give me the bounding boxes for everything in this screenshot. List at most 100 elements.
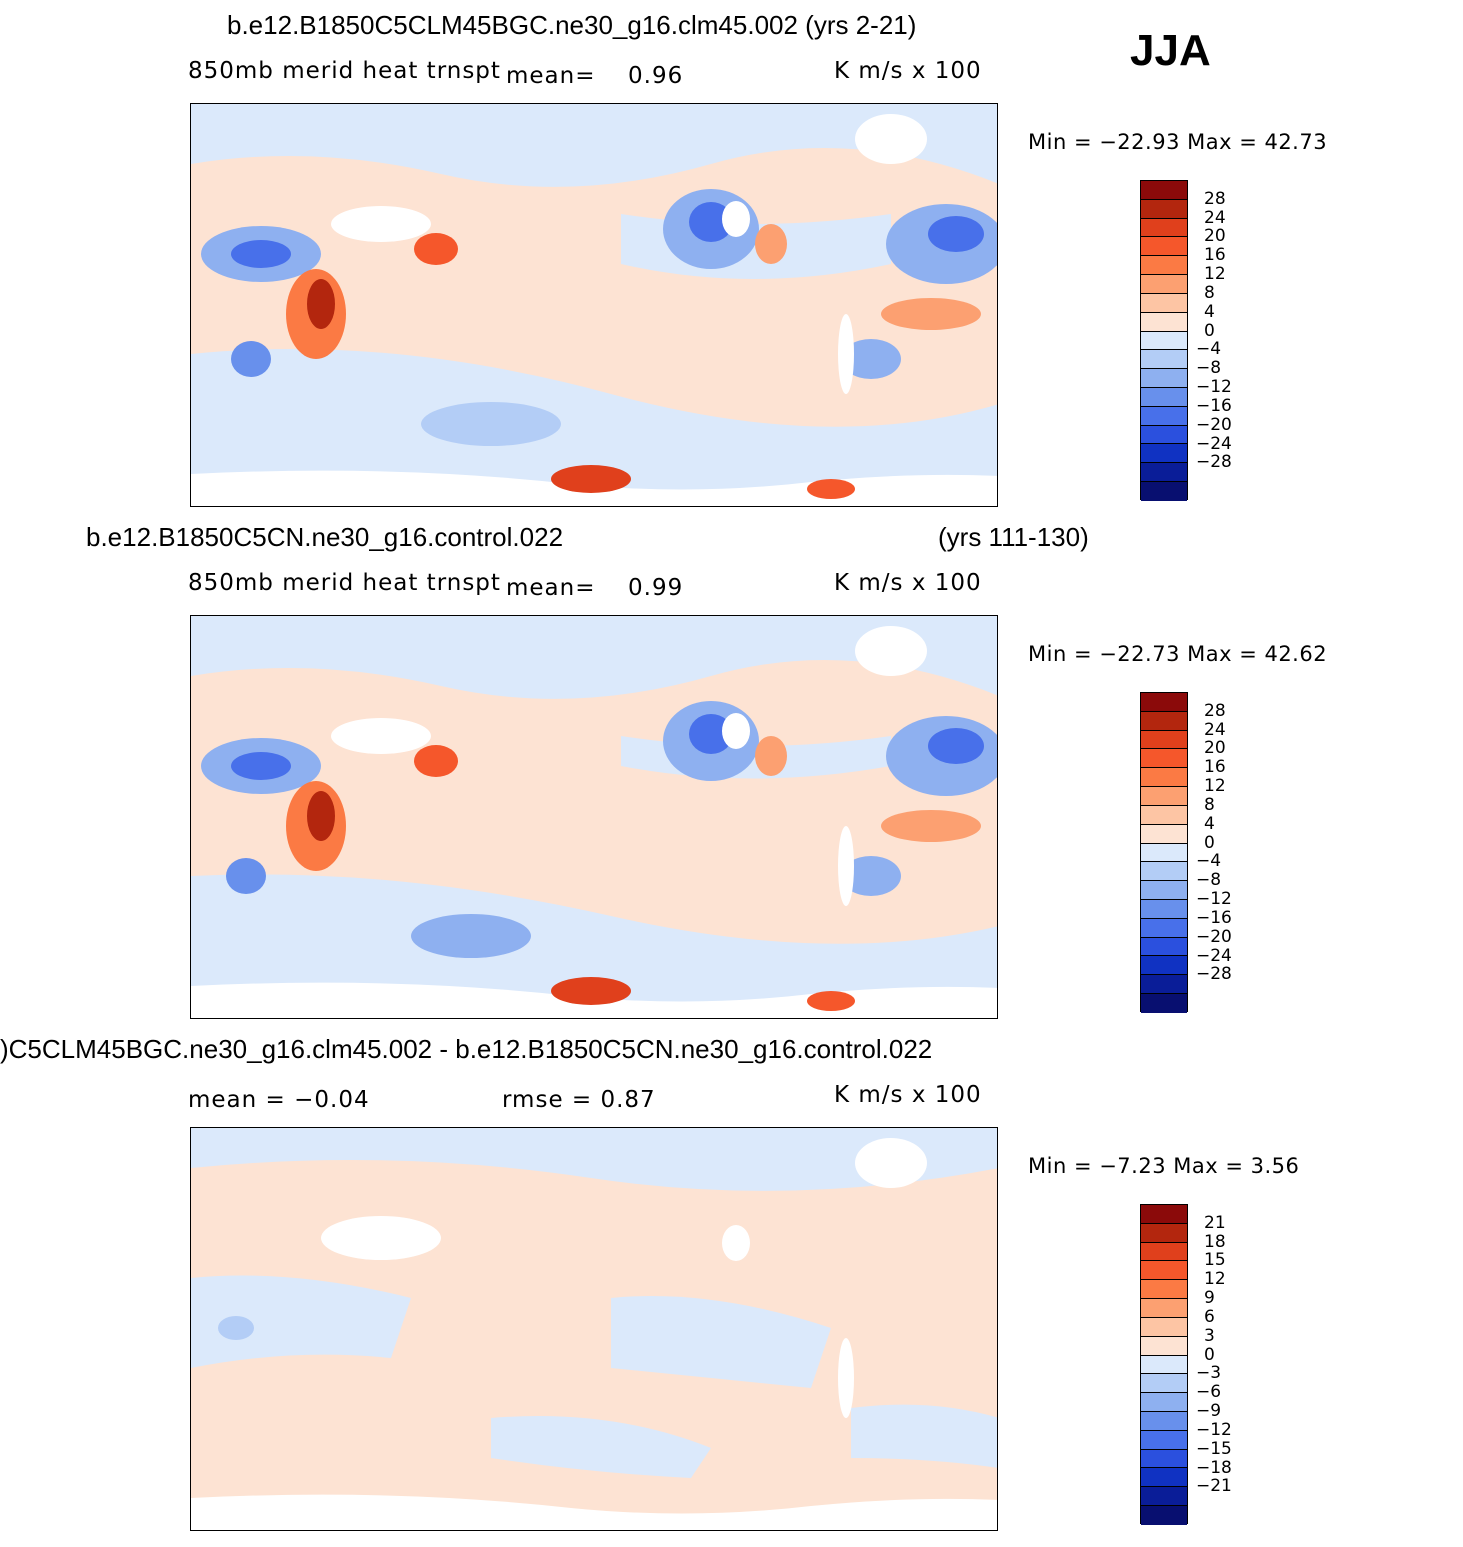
colorbar-segment bbox=[1141, 425, 1187, 445]
colorbar-tick-label: 24 bbox=[1204, 207, 1226, 228]
panel-1-colorbar bbox=[1140, 180, 1188, 501]
colorbar-segment bbox=[1141, 1223, 1187, 1243]
colorbar-tick-label: 24 bbox=[1204, 719, 1226, 740]
colorbar-segment bbox=[1141, 994, 1187, 1013]
colorbar-segment bbox=[1141, 256, 1187, 276]
panel-3-title: )C5CLM45BGC.ne30_g16.clm45.002 - b.e12.B… bbox=[0, 1034, 933, 1064]
colorbar-segment bbox=[1141, 843, 1187, 863]
colorbar-tick-label: −16 bbox=[1196, 907, 1232, 928]
colorbar-segment bbox=[1141, 1299, 1187, 1318]
panel-2-mean-label: mean= bbox=[506, 575, 596, 601]
colorbar-segment bbox=[1141, 749, 1187, 769]
colorbar-segment bbox=[1141, 275, 1187, 294]
colorbar-tick-label: 8 bbox=[1204, 282, 1215, 303]
colorbar-segment bbox=[1141, 1336, 1187, 1356]
colorbar-segment bbox=[1141, 1393, 1187, 1412]
colorbar-tick-label: 0 bbox=[1204, 832, 1215, 853]
colorbar-tick-label: −12 bbox=[1196, 889, 1232, 910]
colorbar-tick-label: −28 bbox=[1196, 452, 1232, 473]
colorbar-segment bbox=[1141, 975, 1187, 994]
colorbar-tick-label: 20 bbox=[1204, 738, 1226, 759]
colorbar-segment bbox=[1141, 350, 1187, 370]
panel-1-minmax: Min = −22.93 Max = 42.73 bbox=[1028, 130, 1328, 154]
colorbar-tick-label: 12 bbox=[1204, 264, 1226, 285]
colorbar-tick-label: 4 bbox=[1204, 301, 1215, 322]
colorbar-tick-label: 18 bbox=[1204, 1231, 1226, 1252]
colorbar-segment bbox=[1141, 293, 1187, 313]
panel-3-rmse: rmse = 0.87 bbox=[502, 1087, 656, 1113]
colorbar-segment bbox=[1141, 331, 1187, 351]
colorbar-segment bbox=[1141, 387, 1187, 407]
colorbar-segment bbox=[1141, 1430, 1187, 1450]
colorbar-segment bbox=[1141, 1468, 1187, 1488]
colorbar-segment bbox=[1141, 312, 1187, 332]
colorbar-tick-label: 16 bbox=[1204, 757, 1226, 778]
colorbar-tick-label: −21 bbox=[1196, 1476, 1232, 1497]
panel-1-title: b.e12.B1850C5CLM45BGC.ne30_g16.clm45.002… bbox=[227, 10, 917, 40]
colorbar-tick-label: 3 bbox=[1204, 1325, 1215, 1346]
colorbar-segment bbox=[1141, 482, 1187, 501]
colorbar-segment bbox=[1141, 824, 1187, 844]
colorbar-segment bbox=[1141, 899, 1187, 919]
colorbar-tick-label: 4 bbox=[1204, 813, 1215, 834]
colorbar-tick-label: 0 bbox=[1204, 320, 1215, 341]
colorbar-segment bbox=[1141, 862, 1187, 882]
panel-2-map bbox=[190, 615, 998, 1019]
colorbar-tick-label: −20 bbox=[1196, 926, 1232, 947]
colorbar-segment bbox=[1141, 369, 1187, 388]
colorbar-segment bbox=[1141, 730, 1187, 750]
colorbar-tick-label: −4 bbox=[1196, 851, 1222, 872]
colorbar-tick-label: −8 bbox=[1196, 358, 1222, 379]
colorbar-tick-label: −20 bbox=[1196, 414, 1232, 435]
colorbar-segment bbox=[1141, 805, 1187, 825]
colorbar-tick-label: 28 bbox=[1204, 188, 1226, 209]
panel-3-colorbar bbox=[1140, 1204, 1188, 1525]
colorbar-tick-label: −6 bbox=[1196, 1382, 1222, 1403]
panel-2-colorbar bbox=[1140, 692, 1188, 1013]
colorbar-tick-label: −18 bbox=[1196, 1457, 1232, 1478]
colorbar-tick-label: −12 bbox=[1196, 377, 1232, 398]
panel-1-mean-label: mean= bbox=[506, 63, 596, 89]
colorbar-segment bbox=[1141, 1411, 1187, 1431]
colorbar-segment bbox=[1141, 237, 1187, 257]
colorbar-tick-label: −9 bbox=[1196, 1401, 1222, 1422]
colorbar-segment bbox=[1141, 1487, 1187, 1506]
colorbar-tick-label: −24 bbox=[1196, 945, 1232, 966]
panel-2-minmax: Min = −22.73 Max = 42.62 bbox=[1028, 642, 1328, 666]
panel-3-mean: mean = −0.04 bbox=[188, 1087, 370, 1113]
colorbar-segment bbox=[1141, 406, 1187, 426]
colorbar-tick-label: −24 bbox=[1196, 433, 1232, 454]
panel-2-variable: 850mb merid heat trnspt bbox=[188, 570, 501, 596]
colorbar-tick-label: −12 bbox=[1196, 1419, 1232, 1440]
colorbar-segment bbox=[1141, 956, 1187, 976]
panel-3-units: K m/s x 100 bbox=[834, 1082, 982, 1108]
colorbar-segment bbox=[1141, 218, 1187, 238]
colorbar-segment bbox=[1141, 1242, 1187, 1262]
colorbar-segment bbox=[1141, 463, 1187, 482]
colorbar-segment bbox=[1141, 937, 1187, 957]
colorbar-tick-label: −4 bbox=[1196, 339, 1222, 360]
colorbar-tick-label: 16 bbox=[1204, 245, 1226, 266]
colorbar-segment bbox=[1141, 1205, 1187, 1224]
colorbar-segment bbox=[1141, 1355, 1187, 1375]
colorbar-tick-label: 8 bbox=[1204, 794, 1215, 815]
colorbar-tick-label: −3 bbox=[1196, 1363, 1222, 1384]
colorbar-segment bbox=[1141, 1261, 1187, 1281]
colorbar-segment bbox=[1141, 1506, 1187, 1525]
colorbar-segment bbox=[1141, 1317, 1187, 1337]
colorbar-segment bbox=[1141, 768, 1187, 788]
colorbar-tick-label: 0 bbox=[1204, 1344, 1215, 1365]
colorbar-segment bbox=[1141, 199, 1187, 219]
panel-2-title: b.e12.B1850C5CN.ne30_g16.control.022 bbox=[86, 522, 564, 552]
panel-3-minmax: Min = −7.23 Max = 3.56 bbox=[1028, 1154, 1300, 1178]
colorbar-tick-label: 20 bbox=[1204, 226, 1226, 247]
panel-2-mean-value: 0.99 bbox=[628, 575, 684, 601]
colorbar-segment bbox=[1141, 918, 1187, 938]
colorbar-tick-label: 6 bbox=[1204, 1306, 1215, 1327]
colorbar-segment bbox=[1141, 444, 1187, 464]
colorbar-tick-label: −28 bbox=[1196, 964, 1232, 985]
panel-1-variable: 850mb merid heat trnspt bbox=[188, 58, 501, 84]
colorbar-segment bbox=[1141, 693, 1187, 712]
colorbar-segment bbox=[1141, 711, 1187, 731]
panel-1-units: K m/s x 100 bbox=[834, 58, 982, 84]
